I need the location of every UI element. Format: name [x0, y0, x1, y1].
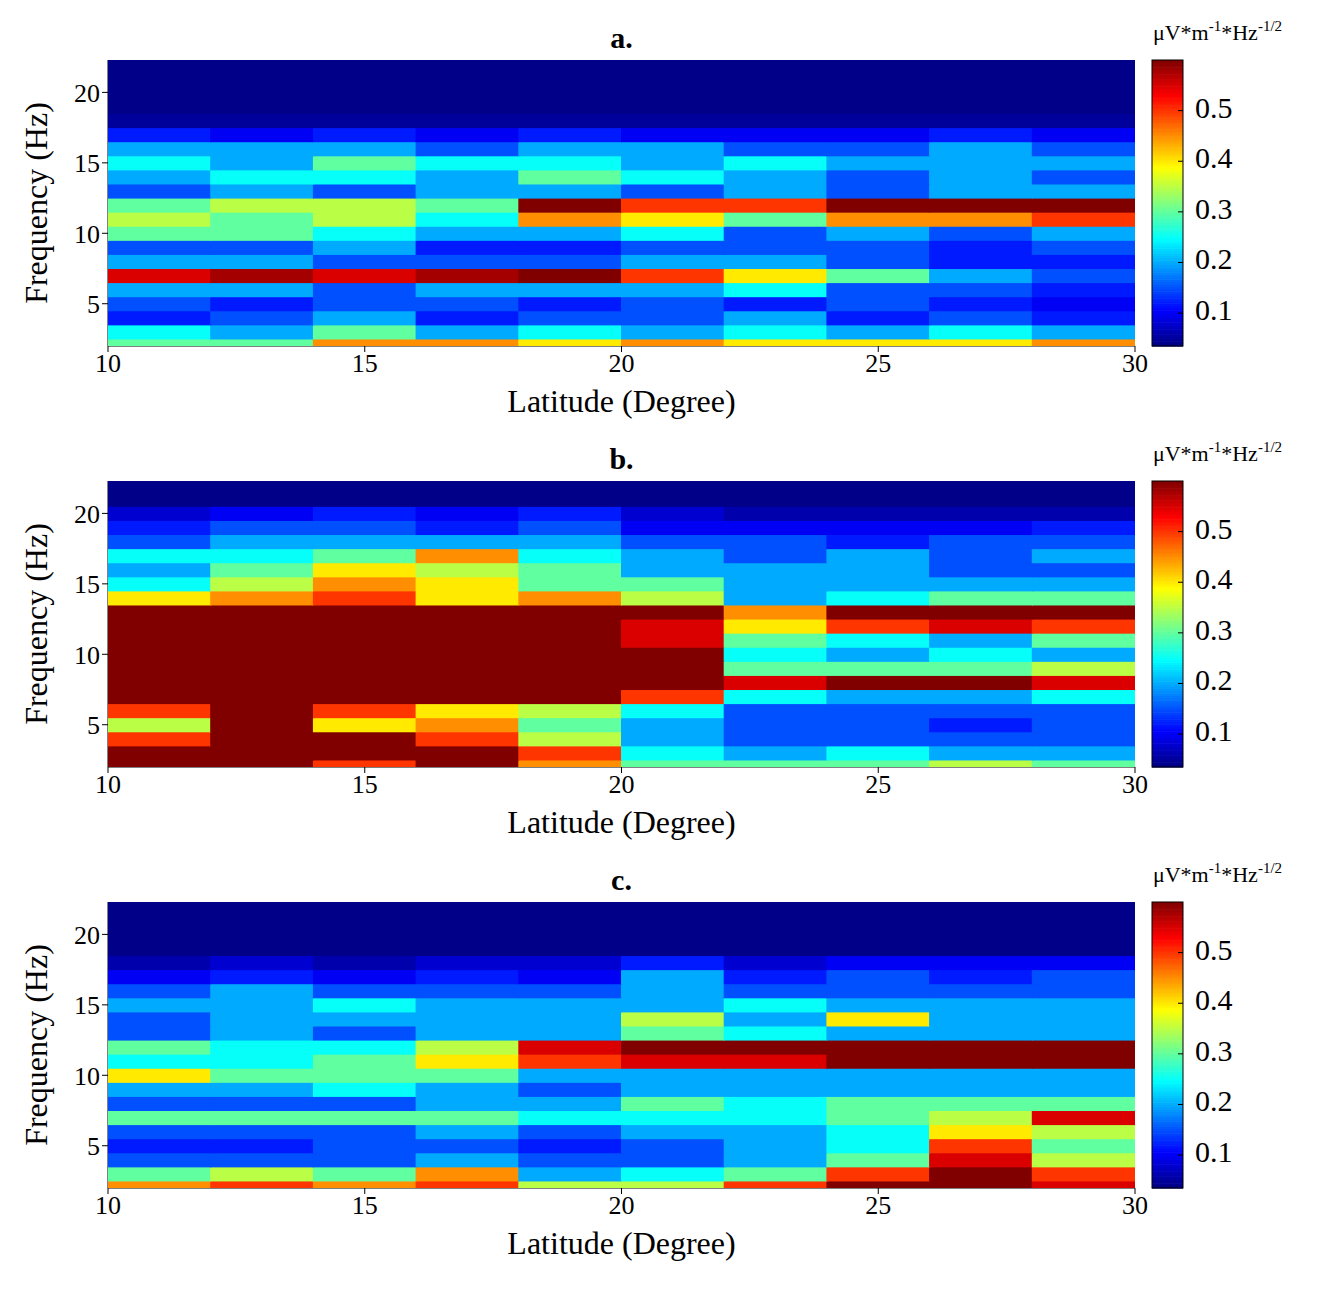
svg-text:0.5: 0.5	[1195, 933, 1233, 966]
svg-text:Latitude (Degree): Latitude (Degree)	[507, 383, 735, 419]
svg-text:10: 10	[74, 641, 100, 670]
svg-text:10: 10	[95, 770, 121, 799]
svg-text:b.: b.	[609, 442, 633, 475]
svg-text:Latitude (Degree): Latitude (Degree)	[507, 804, 735, 840]
svg-text:0.3: 0.3	[1195, 613, 1233, 646]
svg-text:15: 15	[74, 149, 100, 178]
svg-text:10: 10	[74, 1062, 100, 1091]
svg-text:30: 30	[1122, 1191, 1148, 1220]
svg-text:0.5: 0.5	[1195, 91, 1233, 124]
svg-text:Frequency (Hz): Frequency (Hz)	[18, 944, 54, 1146]
svg-text:20: 20	[74, 921, 100, 950]
svg-text:10: 10	[74, 220, 100, 249]
svg-text:c.: c.	[611, 863, 632, 896]
svg-text:a.: a.	[610, 21, 633, 54]
svg-text:0.2: 0.2	[1195, 663, 1233, 696]
svg-text:20: 20	[609, 770, 635, 799]
svg-text:Frequency (Hz): Frequency (Hz)	[18, 523, 54, 725]
svg-text:0.1: 0.1	[1195, 293, 1233, 326]
svg-text:15: 15	[74, 991, 100, 1020]
svg-text:20: 20	[609, 1191, 635, 1220]
svg-text:20: 20	[74, 500, 100, 529]
svg-text:0.4: 0.4	[1195, 562, 1233, 595]
svg-text:0.2: 0.2	[1195, 242, 1233, 275]
svg-text:0.1: 0.1	[1195, 714, 1233, 747]
svg-text:0.1: 0.1	[1195, 1135, 1233, 1168]
svg-text:15: 15	[352, 1191, 378, 1220]
svg-text:Latitude (Degree): Latitude (Degree)	[507, 1225, 735, 1261]
svg-text:Frequency (Hz): Frequency (Hz)	[18, 102, 54, 304]
svg-text:20: 20	[74, 79, 100, 108]
svg-text:0.2: 0.2	[1195, 1084, 1233, 1117]
svg-text:0.4: 0.4	[1195, 141, 1233, 174]
svg-text:25: 25	[865, 770, 891, 799]
svg-text:25: 25	[865, 1191, 891, 1220]
svg-text:μV*m-1*Hz-1/2: μV*m-1*Hz-1/2	[1153, 439, 1282, 466]
svg-text:20: 20	[609, 349, 635, 378]
svg-text:5: 5	[87, 290, 100, 319]
svg-text:0.3: 0.3	[1195, 1034, 1233, 1067]
svg-text:0.3: 0.3	[1195, 192, 1233, 225]
svg-text:15: 15	[352, 349, 378, 378]
svg-text:μV*m-1*Hz-1/2: μV*m-1*Hz-1/2	[1153, 18, 1282, 45]
svg-text:5: 5	[87, 711, 100, 740]
svg-text:30: 30	[1122, 349, 1148, 378]
svg-text:15: 15	[74, 570, 100, 599]
svg-text:0.5: 0.5	[1195, 512, 1233, 545]
svg-text:10: 10	[95, 1191, 121, 1220]
svg-text:μV*m-1*Hz-1/2: μV*m-1*Hz-1/2	[1153, 860, 1282, 887]
svg-text:0.4: 0.4	[1195, 983, 1233, 1016]
svg-text:15: 15	[352, 770, 378, 799]
svg-text:10: 10	[95, 349, 121, 378]
svg-text:30: 30	[1122, 770, 1148, 799]
svg-text:5: 5	[87, 1132, 100, 1161]
svg-text:25: 25	[865, 349, 891, 378]
